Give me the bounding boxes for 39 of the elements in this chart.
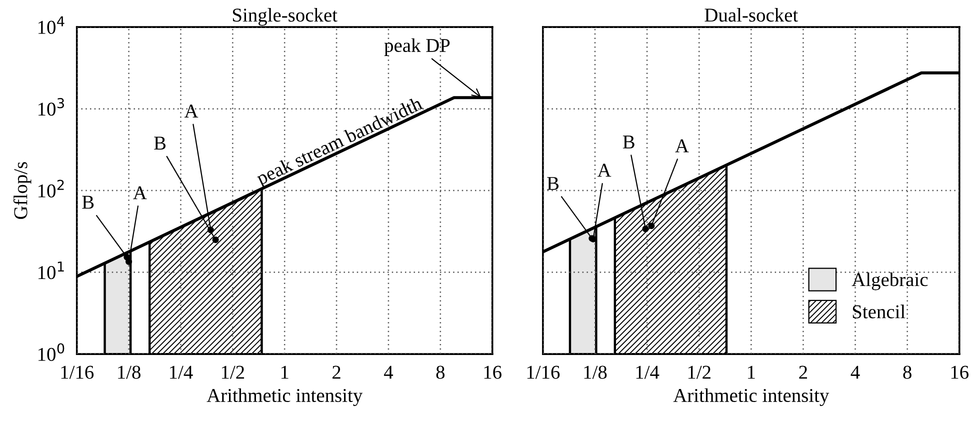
annotation: B	[154, 136, 166, 150]
x-tick-label: 1	[281, 366, 288, 379]
x-tick-label: 4	[850, 366, 860, 379]
x-tick-label: 4	[384, 366, 394, 379]
annotation: A	[133, 186, 147, 200]
x-tick-label: 1/8	[584, 366, 607, 379]
x-tick-label: 1/8	[118, 366, 140, 379]
x-tick-label: 1	[748, 366, 755, 379]
x-tick-label: 1/2	[222, 366, 244, 379]
x-tick-label: 1/2	[688, 366, 710, 379]
y-tick-label: 10$^{2}$	[38, 180, 64, 198]
x-tick-label: 8	[436, 366, 445, 379]
annotation: peak DP	[384, 38, 450, 56]
x-axis-title: Arithmetic intensity	[673, 388, 830, 406]
x-tick-label: 1/4	[636, 366, 660, 379]
chart-title: Single-socket	[232, 8, 338, 26]
y-tick-label: 10$^{0}$	[38, 343, 64, 361]
annotation: A	[597, 164, 612, 177]
legend-label: Algebraic	[852, 272, 928, 290]
x-tick-label: 1/4	[170, 366, 193, 379]
x-tick-label: 2	[799, 366, 807, 379]
chart-title: Dual-socket	[704, 8, 798, 22]
y-tick-label: 10$^{3}$	[38, 98, 64, 116]
annotation: B	[82, 196, 94, 209]
annotation: A	[675, 139, 689, 152]
y-axis-title: Gflop/s	[13, 162, 32, 219]
annotation: A	[184, 104, 198, 118]
x-tick-label: 16	[951, 366, 969, 379]
x-tick-label: 8	[903, 366, 912, 379]
x-tick-label: 2	[332, 366, 340, 379]
annotation: B	[547, 177, 559, 190]
annotation: B	[622, 136, 634, 148]
legend-label: Stencil	[852, 304, 906, 318]
y-tick-label: 10$^{1}$	[38, 262, 64, 280]
x-tick-label: 1/16	[527, 366, 560, 379]
x-axis-title: Arithmetic intensity	[206, 388, 363, 406]
x-tick-label: 1/16	[61, 366, 94, 379]
y-tick-label: 10$^{4}$	[38, 16, 64, 34]
x-tick-label: 16	[484, 366, 502, 379]
